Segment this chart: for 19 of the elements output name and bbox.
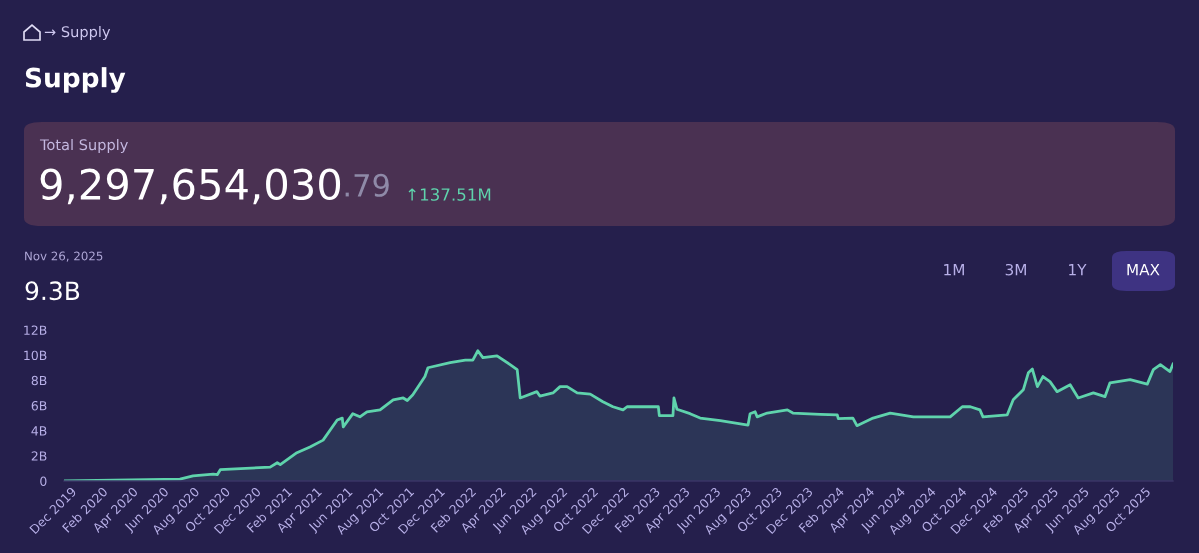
y-tick-label: 2B: [31, 451, 47, 461]
text: 1Y: [1069, 264, 1087, 276]
y-tick-label: 10B: [24, 350, 47, 361]
text: 9,297,654,030: [40, 168, 341, 205]
y-tick-label: 12B: [24, 325, 47, 335]
chart-title: Supply: [25, 67, 126, 93]
text: ↑137.51M: [408, 188, 491, 201]
text: 3M: [1005, 263, 1026, 276]
text: .79: [345, 173, 389, 197]
text: 1M: [944, 264, 964, 276]
y-tick-label: 8B: [31, 375, 47, 386]
text: → Supply: [44, 25, 111, 41]
y-tick-label: 6B: [31, 400, 47, 411]
text: Total Supply: [39, 138, 128, 154]
text: 9.3B: [25, 281, 80, 301]
y-tick-label: 0: [40, 476, 47, 486]
text: Nov 26, 2025: [25, 251, 103, 262]
y-tick-label: 4B: [31, 426, 47, 436]
text: MAX: [1127, 264, 1160, 276]
